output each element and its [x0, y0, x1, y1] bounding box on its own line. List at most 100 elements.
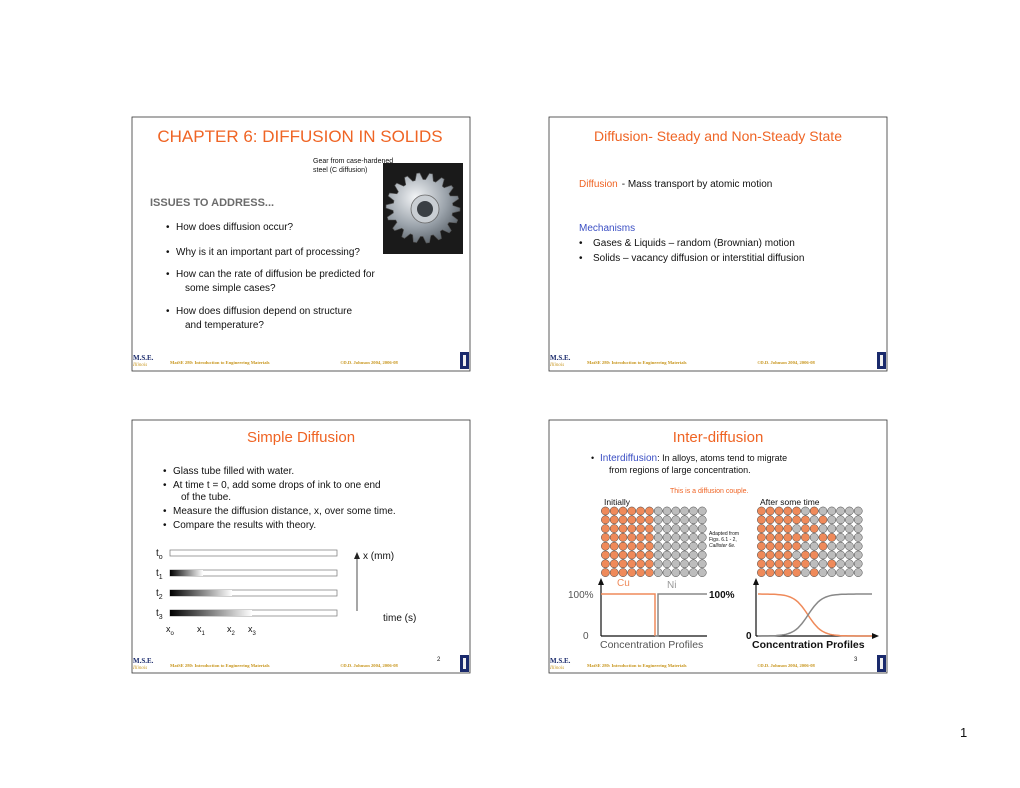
image-caption: Gear from case-hardened: [313, 158, 393, 165]
atom: [601, 559, 610, 569]
atom: [774, 506, 784, 516]
bullet: •: [591, 453, 594, 463]
atom: [609, 568, 619, 577]
footer-course: MatSE 280: Introduction to Engineering M…: [170, 663, 270, 668]
slide-title: Diffusion- Steady and Non-Steady State: [594, 128, 842, 144]
time-label: t3: [156, 608, 163, 621]
atom: [697, 515, 707, 525]
slide-number: 3: [854, 657, 858, 663]
bullet-text: and temperature?: [185, 320, 264, 331]
atom: [689, 515, 698, 525]
logo-sub: Illinois: [549, 666, 564, 671]
atom: [636, 568, 645, 577]
bullet: •: [163, 520, 167, 531]
bullet-text: of the tube.: [181, 492, 231, 503]
logo-sub: Illinois: [132, 666, 147, 671]
atom: [662, 506, 672, 516]
atom: [636, 541, 645, 551]
atom: [653, 541, 663, 551]
atom: [783, 506, 793, 516]
atom: [827, 533, 837, 542]
atom: [618, 568, 628, 577]
atom: [697, 559, 707, 569]
footer-course: MatSE 280: Introduction to Engineering M…: [587, 663, 687, 668]
atom: [653, 568, 663, 577]
atom: [845, 506, 854, 516]
ink: [170, 610, 252, 616]
time-label: to: [156, 548, 163, 561]
heading: ISSUES TO ADDRESS...: [150, 197, 274, 209]
atom: [818, 541, 828, 551]
atom: [618, 541, 628, 551]
time-label: t2: [156, 588, 163, 601]
illinois-logo-mark: [463, 658, 466, 669]
atom: [801, 533, 810, 542]
atom: [618, 524, 628, 533]
figure-label: After some time: [760, 497, 820, 507]
atom: [609, 533, 619, 542]
slide-title: Inter-diffusion: [673, 429, 764, 446]
atom: [792, 524, 801, 533]
atom: [627, 550, 637, 560]
gear-image: [385, 172, 461, 244]
term: Diffusion: [579, 179, 618, 190]
atom: [627, 506, 637, 516]
atom: [765, 541, 775, 551]
atom: [618, 506, 628, 516]
atom: [853, 568, 863, 577]
atom: [645, 515, 654, 525]
atom: [827, 524, 837, 533]
atom: [662, 533, 672, 542]
atom: [671, 524, 681, 533]
atom: [680, 568, 689, 577]
label-sub: 2: [232, 631, 236, 637]
atom: [609, 515, 619, 525]
atom: [827, 506, 837, 516]
atom: [801, 550, 810, 560]
logo-sub: Illinois: [132, 363, 147, 368]
bullet: •: [166, 247, 170, 258]
logo: M.S.E.: [550, 657, 571, 665]
atom: [689, 541, 698, 551]
bullet: •: [166, 306, 170, 317]
atom: [618, 550, 628, 560]
footer-course: MatSE 280: Introduction to Engineering M…: [587, 360, 687, 365]
atom: [765, 506, 775, 516]
atom: [827, 541, 837, 551]
atom: [689, 524, 698, 533]
bullet-text: Gases & Liquids – random (Brownian) moti…: [593, 238, 795, 249]
cu-profile: [758, 593, 872, 637]
bullet-text: At time t = 0, add some drops of ink to …: [173, 480, 381, 491]
label-base: x: [166, 624, 171, 634]
label-sub: 1: [202, 631, 206, 637]
footer-copyright: ©D.D. Johnson 2004, 2006-08: [340, 663, 399, 668]
label-base: x: [248, 624, 253, 634]
atom: [653, 550, 663, 560]
arrow-head: [753, 578, 759, 585]
bullet: •: [166, 222, 170, 233]
bullet-text: Measure the diffusion distance, x, over …: [173, 506, 396, 517]
footer-copyright: ©D.D. Johnson 2004, 2006-08: [757, 663, 816, 668]
bullet-text: from regions of large concentration.: [609, 465, 751, 475]
term: Interdiffusion: [600, 453, 657, 464]
bullet-text: How does diffusion depend on structure: [176, 306, 352, 317]
atom: [774, 524, 784, 533]
atom: [774, 559, 784, 569]
bullet: •: [163, 506, 167, 517]
atom: [765, 559, 775, 569]
atom: [636, 524, 645, 533]
atom: [853, 515, 863, 525]
atom: [645, 533, 654, 542]
atom: [601, 506, 610, 516]
credit: Figs. 6.1 - 2,: [709, 537, 737, 543]
atom: [609, 559, 619, 569]
atom: [601, 533, 610, 542]
atom: [801, 559, 810, 569]
axis-label: 100%: [709, 590, 735, 601]
atom: [801, 506, 810, 516]
bullet: •: [166, 269, 170, 280]
atom: [680, 524, 689, 533]
bullet: •: [163, 480, 167, 491]
atom: [809, 533, 819, 542]
atom: [618, 559, 628, 569]
